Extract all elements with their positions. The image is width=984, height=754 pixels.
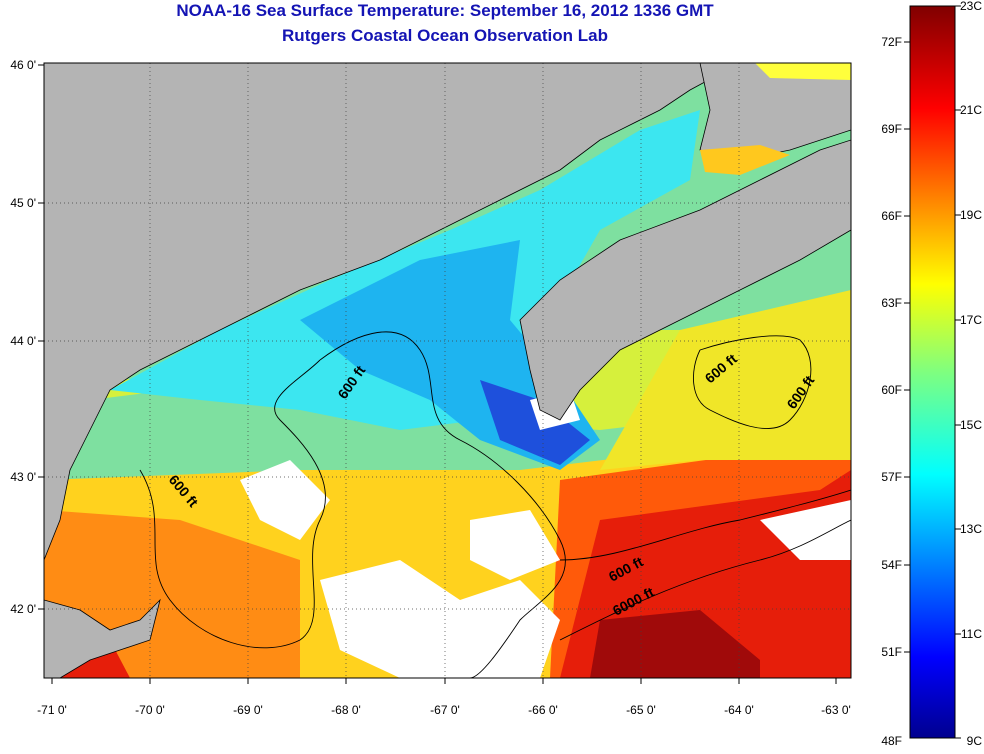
lon-label: -67 0' xyxy=(430,703,460,717)
axis-ticks xyxy=(38,64,837,684)
contour-600ft-bank xyxy=(693,335,812,429)
map-subtitle: Rutgers Coastal Ocean Observation Lab xyxy=(282,26,608,45)
lat-label: 45 0' xyxy=(10,196,36,210)
map-frame xyxy=(43,62,852,679)
fahrenheit-label: 72F xyxy=(881,35,902,49)
lat-label: 43 0' xyxy=(10,470,36,484)
fahrenheit-label: 48F xyxy=(881,734,902,748)
celsius-label: 13C xyxy=(960,522,982,536)
celsius-label: 15C xyxy=(960,418,982,432)
lon-label: -63 0' xyxy=(821,703,851,717)
fahrenheit-label: 63F xyxy=(881,296,902,310)
lat-label: 42 0' xyxy=(10,602,36,616)
lon-label: -71 0' xyxy=(37,703,67,717)
celsius-label: 11C xyxy=(961,627,982,641)
fahrenheit-label: 57F xyxy=(881,470,902,484)
fahrenheit-label: 51F xyxy=(881,645,902,659)
fahrenheit-label: 66F xyxy=(881,209,902,223)
fahrenheit-label: 54F xyxy=(881,558,902,572)
contour-6000ft xyxy=(559,519,851,641)
lon-label: -70 0' xyxy=(135,703,165,717)
graticule xyxy=(44,63,851,678)
fahrenheit-label: 60F xyxy=(881,383,902,397)
land-new-england xyxy=(44,63,741,561)
celsius-label: 21C xyxy=(960,103,982,117)
cloud-patch xyxy=(760,500,851,560)
celsius-label: 19C xyxy=(960,208,982,222)
cloud-patch xyxy=(470,510,560,580)
celsius-label: 23C xyxy=(960,0,982,13)
warm-water-strait xyxy=(700,145,790,175)
contour-600ft-central xyxy=(319,331,566,678)
warm-water-gulf-st-lawrence xyxy=(755,63,851,80)
contour-600ft-southeast xyxy=(559,489,851,561)
fahrenheit-label: 69F xyxy=(881,122,902,136)
coldest-water xyxy=(480,380,590,465)
contour-600ft-west xyxy=(139,359,326,649)
colorbar-ticks xyxy=(904,5,961,739)
lon-label: -65 0' xyxy=(626,703,656,717)
lon-label: -69 0' xyxy=(233,703,263,717)
lat-label: 46 0' xyxy=(10,58,36,72)
lat-label: 44 0' xyxy=(10,334,36,348)
celsius-label: 17C xyxy=(960,313,982,327)
land-nova-scotia xyxy=(519,139,851,421)
cloud-patch xyxy=(240,460,330,540)
colorbar xyxy=(909,5,956,739)
lon-label: -64 0' xyxy=(724,703,754,717)
celsius-label: 9C xyxy=(967,734,983,748)
lon-label: -68 0' xyxy=(331,703,361,717)
mid-water-east xyxy=(600,290,851,470)
hottest-water xyxy=(590,610,760,678)
map-title: NOAA-16 Sea Surface Temperature: Septemb… xyxy=(176,1,714,20)
lon-label: -66 0' xyxy=(528,703,558,717)
